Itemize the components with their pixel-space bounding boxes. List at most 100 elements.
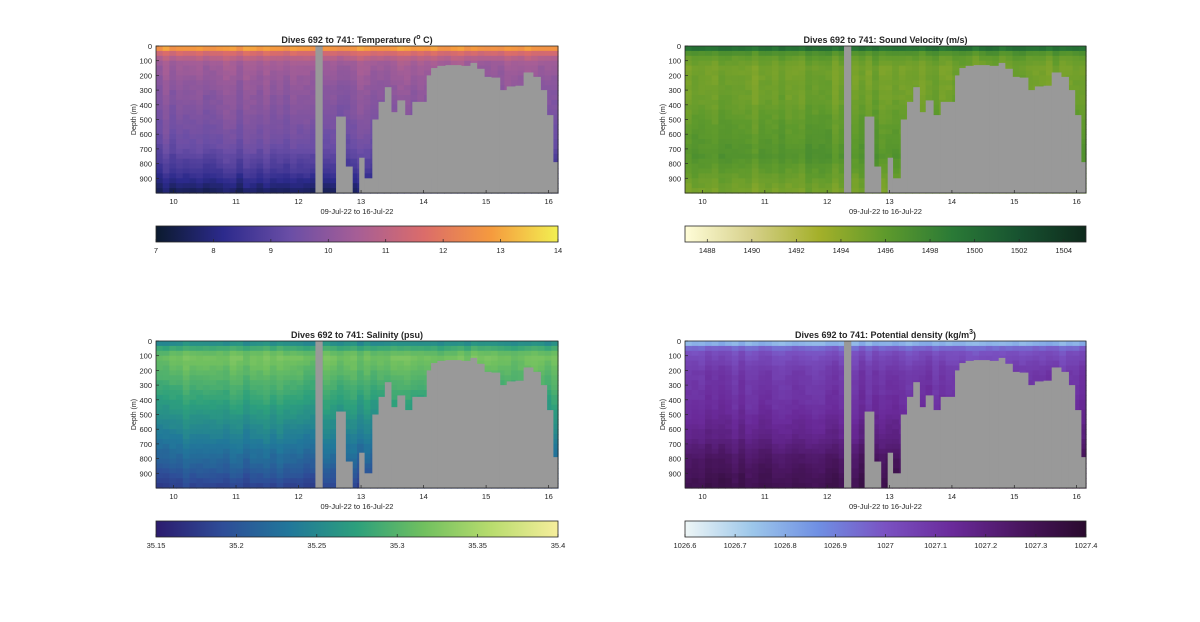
heatmap-cell [711, 158, 720, 165]
heatmap-cell [785, 188, 793, 194]
y-tick-label: 900 [668, 174, 681, 183]
heatmap-cell [691, 134, 699, 140]
heatmap-cell [350, 458, 358, 465]
heatmap-cell [878, 80, 887, 86]
heatmap-cell [269, 173, 278, 179]
heatmap-cell [256, 55, 264, 62]
heatmap-cell [517, 70, 526, 76]
heatmap-cell [202, 173, 211, 179]
heatmap-cell [330, 458, 338, 465]
heatmap-cell [685, 75, 693, 81]
heatmap-cell [403, 390, 412, 396]
heatmap-cell [363, 429, 371, 435]
heatmap-cell [236, 144, 244, 150]
heatmap-cell [1012, 60, 1020, 67]
heatmap-cell [390, 394, 398, 401]
heatmap-cell [350, 134, 358, 140]
heatmap-cell [276, 399, 284, 406]
heatmap-cell [336, 55, 345, 62]
heatmap-cell [196, 168, 204, 174]
heatmap-cell [738, 129, 746, 135]
heatmap-cell [343, 380, 351, 386]
heatmap-cell [229, 350, 237, 357]
heatmap-cell [698, 60, 706, 67]
colorbar-tick-label: 1488 [699, 246, 716, 255]
heatmap-cell [236, 60, 244, 67]
heatmap-cell [350, 390, 358, 396]
heatmap-cell [350, 434, 358, 440]
heatmap-cell [156, 345, 164, 352]
heatmap-cell [182, 390, 191, 396]
heatmap-cell [357, 144, 365, 150]
heatmap-cell [236, 148, 244, 155]
heatmap-cell [751, 65, 760, 72]
heatmap-cell [383, 355, 392, 362]
heatmap-cell [249, 439, 258, 445]
heatmap-cell [209, 119, 217, 125]
heatmap-cell [310, 134, 318, 140]
heatmap-cell [925, 95, 933, 101]
heatmap-cell [330, 134, 338, 140]
heatmap-cell [811, 55, 820, 62]
heatmap-cell [176, 419, 184, 425]
heatmap-cell [263, 390, 271, 396]
heatmap-cell [818, 99, 826, 106]
heatmap-cell [778, 158, 786, 165]
heatmap-cell [825, 183, 833, 189]
heatmap-cell [196, 188, 204, 194]
heatmap-cell [811, 80, 820, 86]
heatmap-cell [390, 60, 398, 67]
heatmap-cell [363, 399, 371, 406]
heatmap-cell [731, 124, 740, 130]
heatmap-cell [202, 365, 211, 371]
heatmap-cell [283, 134, 291, 140]
heatmap-cell [256, 385, 264, 391]
heatmap-cell [838, 90, 846, 96]
heatmap-cell [685, 158, 693, 165]
heatmap-cell [182, 75, 191, 81]
heatmap-cell [938, 75, 947, 81]
heatmap-cell [778, 104, 786, 111]
heatmap-cell [330, 380, 338, 386]
heatmap-cell [350, 80, 358, 86]
heatmap-cell [229, 419, 237, 425]
heatmap-cell [323, 119, 331, 125]
heatmap-cell [276, 178, 284, 184]
heatmap-cell [892, 124, 900, 130]
heatmap-cell [437, 50, 445, 57]
heatmap-cell [229, 385, 237, 391]
heatmap-cell [805, 119, 813, 125]
heatmap-cell [323, 409, 331, 416]
heatmap-cell [323, 463, 331, 469]
heatmap-cell [357, 370, 365, 376]
heatmap-cell [196, 134, 204, 140]
heatmap-cell [751, 129, 760, 135]
heatmap-cell [323, 90, 331, 96]
heatmap-cell [323, 65, 331, 72]
heatmap-cell [798, 50, 806, 57]
heatmap-cell [216, 434, 224, 440]
heatmap-cell [209, 153, 217, 160]
heatmap-cell [189, 463, 197, 469]
heatmap-cell [296, 95, 304, 101]
heatmap-cell [758, 139, 766, 145]
heatmap-cell [945, 90, 953, 96]
heatmap-cell [350, 404, 358, 411]
heatmap-cell [303, 183, 311, 189]
heatmap-cell [397, 60, 405, 67]
heatmap-cell [276, 463, 284, 469]
heatmap-cell [738, 70, 746, 76]
heatmap-cell [805, 183, 813, 189]
heatmap-cell [685, 188, 693, 194]
heatmap-cell [276, 183, 284, 189]
heatmap-cell [691, 90, 699, 96]
heatmap-cell [444, 60, 452, 67]
heatmap-cell [162, 46, 170, 52]
heatmap-cell [350, 419, 358, 425]
heatmap-cell [444, 50, 452, 57]
heatmap-cell [838, 148, 846, 155]
heatmap-cell [209, 144, 217, 150]
heatmap-cell [323, 404, 331, 411]
heatmap-cell [223, 124, 231, 130]
